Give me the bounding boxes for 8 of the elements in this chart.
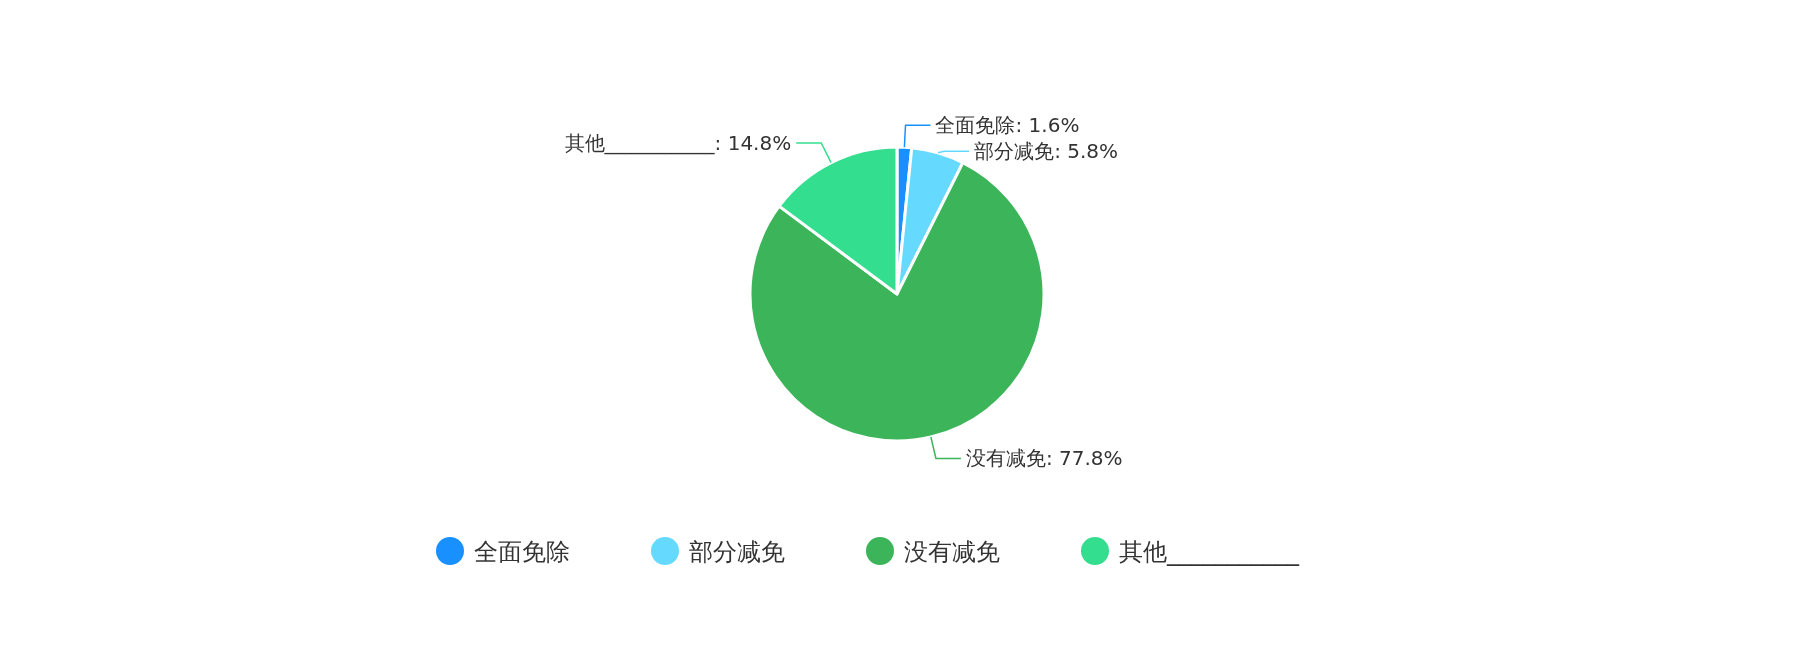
data-label: 其他___________: 14.8% <box>564 130 792 155</box>
legend-label: 部分减免 <box>689 538 785 566</box>
data-label: 全面免除: 1.6% <box>935 113 1080 138</box>
legend-label: 其他___________ <box>1119 538 1300 566</box>
legend-label: 全面免除 <box>474 538 570 566</box>
data-label: 没有减免: 77.8% <box>965 446 1123 471</box>
data-label: 部分减免: 5.8% <box>974 139 1119 164</box>
legend-label: 没有减免 <box>904 538 1000 566</box>
